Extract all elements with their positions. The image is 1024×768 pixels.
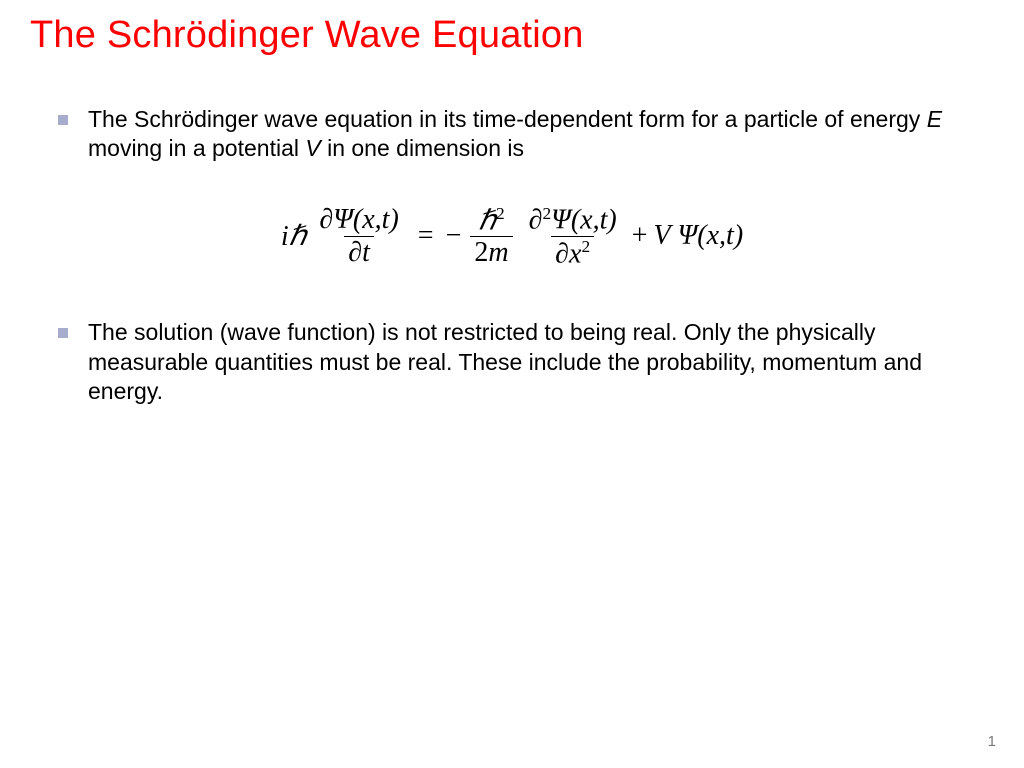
bullet2-text: The solution (wave function) is not rest… [88,319,922,404]
eq-frac1-num: ∂Ψ(x,t) [319,204,398,235]
bullet-list: The Schrödinger wave equation in its tim… [30,105,994,164]
equation-container: iℏ ∂Ψ(x,t) ∂t = − ℏ2 2m ∂2Ψ(x,t) ∂x2 + V… [30,190,994,318]
eq-frac-d2psi-dx2: ∂2Ψ(x,t) ∂x2 [525,204,621,268]
eq-d2-exp: 2 [542,204,551,223]
eq-dx-exp: 2 [581,237,590,256]
eq-frac1-den: ∂t [348,237,370,268]
eq-d2-d: ∂ [529,204,543,235]
eq-plus: + [632,220,648,252]
eq-hbar-exp: 2 [496,204,505,223]
bullet1-var-V: V [305,135,320,161]
bullet-item-2: The solution (wave function) is not rest… [58,318,994,406]
eq-d2-psi: Ψ(x,t) [551,204,617,235]
bullet-list-2: The solution (wave function) is not rest… [30,318,994,406]
schrodinger-equation: iℏ ∂Ψ(x,t) ∂t = − ℏ2 2m ∂2Ψ(x,t) ∂x2 + V… [281,204,743,268]
bullet-item-1: The Schrödinger wave equation in its tim… [58,105,994,164]
eq-dx: ∂x [555,238,581,269]
eq-frac-dpsi-dt: ∂Ψ(x,t) ∂t [315,205,402,267]
bullet1-post: in one dimension is [321,135,524,161]
eq-frac-hbar2-2m: ℏ2 2m [470,205,512,268]
eq-ih: iℏ [281,219,307,253]
slide-title: The Schrödinger Wave Equation [30,14,994,57]
eq-equals: = [418,220,434,252]
bullet1-mid: moving in a potential [88,135,305,161]
eq-2: 2 [474,237,488,268]
eq-hbar: ℏ [478,205,496,236]
eq-m: m [488,237,508,268]
eq-tail-psi: Ψ(x,t) [678,220,744,252]
bullet1-var-E: E [927,106,942,132]
eq-V: V [653,220,670,252]
eq-minus: − [446,220,462,252]
page-number: 1 [988,733,996,750]
bullet1-pre: The Schrödinger wave equation in its tim… [88,106,927,132]
slide: The Schrödinger Wave Equation The Schröd… [0,0,1024,768]
